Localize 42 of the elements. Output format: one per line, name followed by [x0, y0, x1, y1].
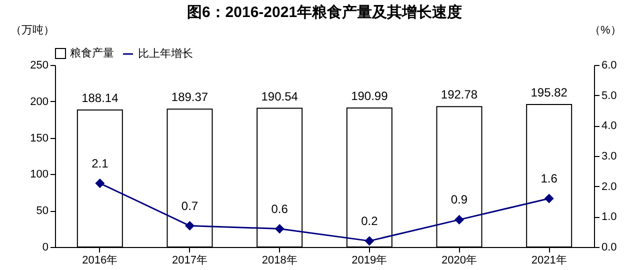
x-tick-label: 2018年 — [262, 254, 298, 266]
point — [96, 178, 104, 188]
y2-tick-label: 1.0 — [602, 211, 617, 224]
y2-tick-label: 2.0 — [602, 180, 617, 193]
y-tick-label: 0 — [42, 242, 48, 254]
x-tick-label: 2016年 — [82, 254, 118, 266]
data-label: 188.14 — [82, 91, 119, 106]
y2-tick-label: 5.0 — [602, 90, 617, 102]
y-tick-label: 250 — [30, 60, 48, 72]
point — [185, 221, 194, 230]
y2-tick-label: 4.0 — [602, 120, 617, 132]
x-tick-label: 2017年 — [172, 254, 208, 266]
point — [544, 194, 554, 203]
legend-label: 粮食产量 — [70, 46, 114, 60]
data-label: 0.7 — [181, 198, 198, 213]
x-tick-label: 2021年 — [531, 254, 567, 266]
y-tick-label: 100 — [30, 168, 48, 181]
y-tick-label: 150 — [30, 132, 48, 144]
data-label: 0.2 — [361, 214, 378, 228]
y2-axis-title: （%） — [590, 24, 622, 36]
x-tick-label: 2020年 — [442, 254, 477, 266]
data-label: 0.9 — [450, 192, 468, 207]
data-label: 190.99 — [351, 88, 388, 103]
data-label: 189.37 — [171, 90, 208, 104]
data-label: 192.78 — [440, 88, 478, 102]
point — [454, 215, 464, 224]
y2-tick-label: 0.0 — [602, 242, 617, 254]
data-label: 2.1 — [92, 156, 109, 170]
y2-tick-label: 6.0 — [602, 60, 617, 72]
point — [275, 224, 284, 234]
y-tick-label: 50 — [36, 205, 48, 218]
legend-label: 比上年增长 — [138, 47, 193, 60]
data-label: 195.82 — [530, 85, 568, 100]
y-axis-title: （万吨） — [10, 24, 54, 36]
y2-tick-label: 3.0 — [602, 150, 617, 162]
data-label: 190.54 — [261, 89, 298, 104]
data-label: 0.6 — [271, 202, 288, 216]
y-tick-label: 200 — [30, 96, 48, 108]
x-tick-label: 2019年 — [352, 254, 388, 266]
chart-title: 图6：2016-2021年粮食产量及其增长速度 — [186, 3, 462, 21]
data-label: 1.6 — [540, 171, 558, 186]
point — [365, 236, 374, 246]
